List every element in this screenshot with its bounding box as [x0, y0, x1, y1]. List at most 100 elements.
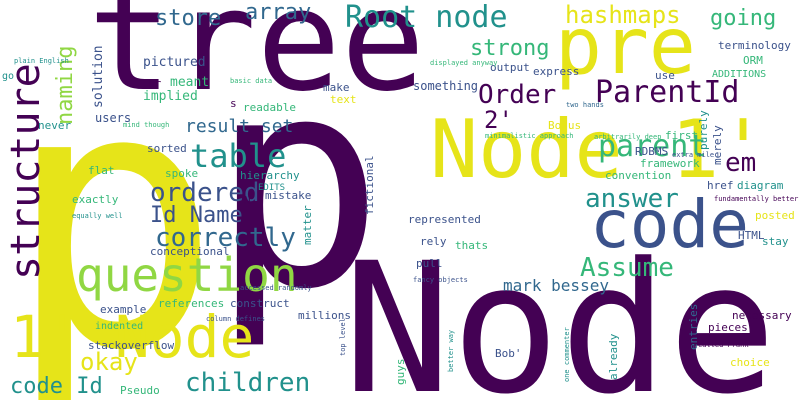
word-children: children [185, 368, 311, 398]
word-bonus: Bonus [548, 119, 582, 132]
word-pre: pre [555, 2, 696, 92]
word-order: Order [478, 80, 557, 110]
word-express: express [533, 65, 580, 78]
word-framework: framework [640, 157, 700, 170]
word-thats: thats [455, 239, 489, 252]
word-parent: parent [598, 129, 707, 164]
word-matter: matter [301, 205, 314, 245]
word-references: references [158, 297, 225, 310]
word-already: already [607, 333, 620, 380]
word-equally-well: equally well [72, 212, 123, 220]
word-result-set: result set [185, 116, 294, 137]
word-rdbms: RDBMS [635, 145, 669, 158]
word-arbitrarily-deep: arbitrarily deep [594, 133, 662, 141]
word-better-way: better way [447, 329, 455, 372]
word-diagram: diagram [737, 179, 784, 192]
word-mistake: mistake [265, 189, 312, 202]
word-basic-data: basic data [230, 77, 273, 85]
word-node-1: Node 1' [430, 103, 768, 196]
word-exactly: exactly [72, 193, 119, 206]
word-stay: stay [762, 235, 789, 248]
word-code: code [590, 186, 749, 263]
word-array: array [245, 0, 312, 25]
word-fundamentally-better: fundamentally better [714, 195, 799, 203]
word-fictional: fictional [363, 155, 376, 215]
word-column-defines: column defines [206, 315, 266, 323]
word-em: em [725, 148, 757, 178]
word-terminology: terminology [718, 39, 791, 52]
word-meant: meant [170, 75, 210, 90]
word-root-node: Root node [345, 0, 508, 35]
word-purely: purely [697, 110, 710, 150]
word-two-hands: two hands [566, 101, 604, 109]
word-2: 2' [484, 106, 513, 134]
word-implied: implied [143, 89, 198, 104]
word-millions: millions [298, 309, 351, 322]
word-okay: okay [80, 348, 138, 376]
word-indented: indented [95, 321, 144, 332]
word-p: p [5, 10, 222, 400]
word-going: going [710, 6, 777, 31]
word-construct: construct [230, 297, 290, 310]
word-pseudo: Pseudo [120, 384, 160, 397]
word-fancy-objects: fancy objects [413, 276, 468, 284]
word-rely: rely [420, 235, 447, 248]
word-one-commenter: one commenter [563, 327, 571, 382]
word-href: href [707, 179, 734, 192]
word-conceptional: conceptional [150, 245, 230, 258]
word-structure: structure [3, 63, 49, 280]
word-necessary: necessary [732, 309, 792, 322]
word-id-name: Id Name [150, 203, 243, 228]
word-hierarchy: hierarchy [240, 169, 300, 182]
word-p: p [210, 16, 385, 353]
word-pull: pull [416, 257, 443, 270]
word-hr: hr [148, 77, 162, 90]
word-solution: solution [91, 45, 106, 108]
word-posted: posted [755, 209, 795, 222]
word-merely: merely [711, 125, 724, 165]
word-html: HTML [738, 229, 765, 242]
word-text: text [330, 93, 357, 106]
word-stackoverflow: stackoverflow [88, 339, 175, 352]
word-flat: flat [88, 164, 115, 177]
word-ordered: ordered [150, 178, 260, 208]
word-users: users [95, 111, 132, 125]
word-1-node: 1' Node [10, 303, 255, 371]
word-orm: ORM [743, 54, 763, 67]
word-node: Node [343, 225, 777, 400]
word-minimalistic-approach: minimalistic approach [485, 132, 574, 140]
word-strong: strong [470, 36, 550, 61]
word-accessed-randomly: accessed randomly [240, 284, 312, 292]
word-mind-though: mind though [123, 121, 170, 129]
word-pictured: pictured [143, 55, 206, 70]
word-make: make [323, 81, 350, 94]
word-question: question [76, 248, 298, 302]
word-guys: guys [394, 358, 407, 386]
word-bob: Bob' [495, 347, 522, 360]
word-go: go [2, 71, 15, 82]
word-n: N [244, 194, 251, 207]
word-answer: answer [585, 184, 679, 214]
word-code-id: code Id [10, 374, 103, 399]
word-use: use [655, 69, 675, 82]
word-pieces: pieces [708, 321, 748, 334]
word-store: store [155, 6, 222, 31]
word-mark-bessey: mark bessey [503, 276, 609, 295]
word-edits: EDITS [258, 183, 286, 193]
word-additions: ADDITIONS [712, 69, 767, 80]
word-tree: tree [88, 0, 426, 123]
word-never: never [38, 119, 72, 132]
word-assume: Assume [580, 253, 674, 283]
word-top-level: top level [339, 318, 347, 356]
word-output: output [490, 61, 530, 74]
word-first: first [665, 129, 699, 142]
word-sorted: sorted [147, 142, 187, 155]
word-displayed-anyway: displayed anyway [430, 59, 498, 67]
word-choice: choice [730, 356, 770, 369]
word-correctly: correctly [155, 223, 296, 253]
word-table: table [190, 137, 287, 175]
word-spoke: spoke [165, 167, 199, 180]
word-plain-english: plain English [14, 57, 69, 65]
word-convention: convention [605, 169, 672, 182]
